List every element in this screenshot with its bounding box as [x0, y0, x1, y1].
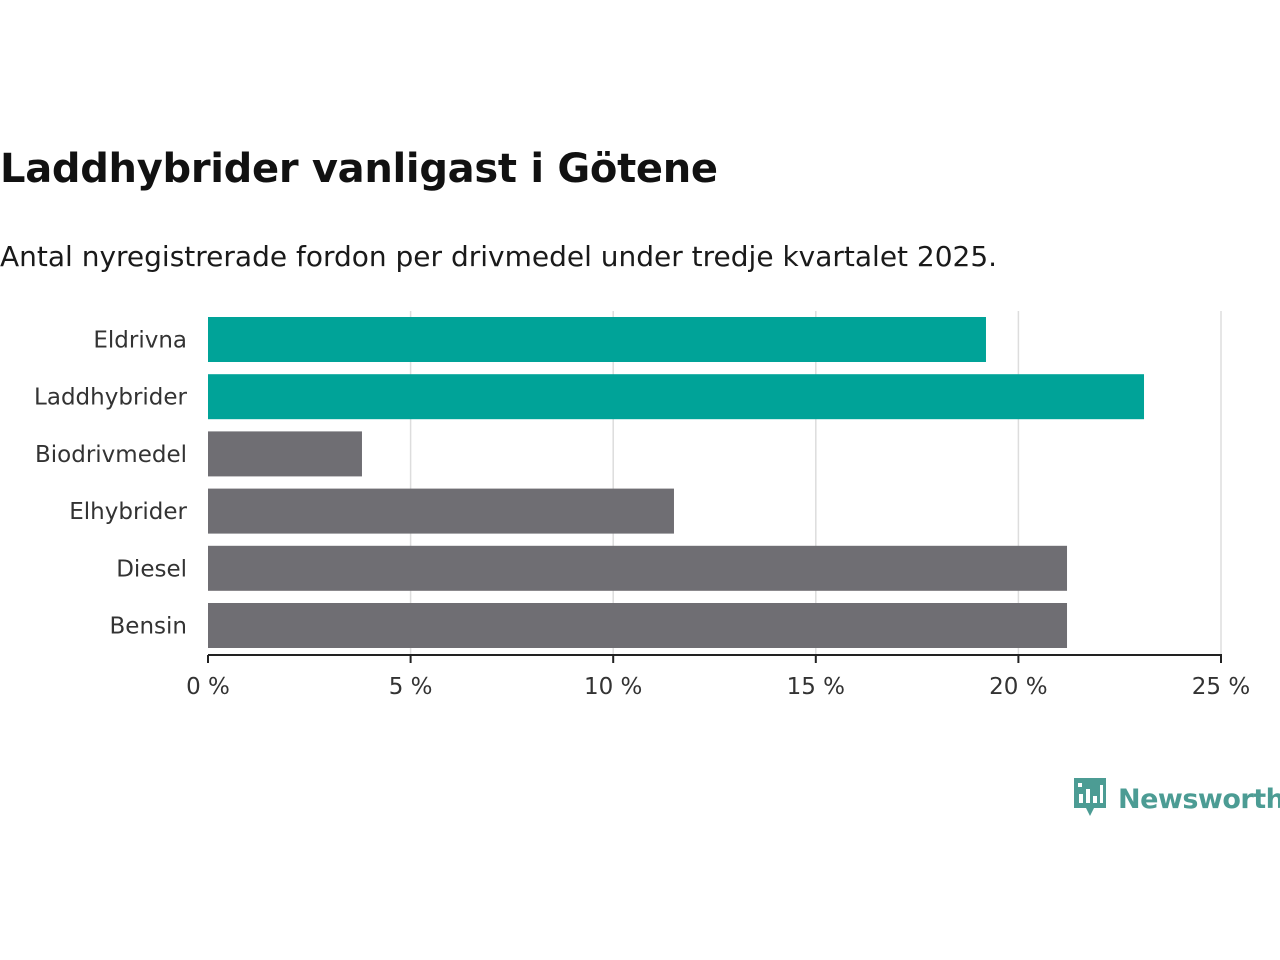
category-label: Laddhybrider: [34, 385, 187, 411]
bar-diesel: [208, 545, 1068, 591]
brand-name: Newsworthy: [1118, 783, 1280, 815]
x-tick-label: 0 %: [186, 674, 230, 700]
category-label: Bensin: [110, 614, 187, 640]
bar-eldrivna: [208, 317, 986, 362]
x-tick-label: 5 %: [389, 674, 433, 700]
chart-title: Laddhybrider vanligast i Götene: [0, 146, 718, 192]
chart-subtitle: Antal nyregistrerade fordon per drivmede…: [0, 240, 998, 273]
category-label: Elhybrider: [69, 499, 187, 525]
bar-laddhybrider: [208, 374, 1145, 420]
category-label: Eldrivna: [93, 328, 187, 354]
x-axis: 0 % 5 % 10 % 15 % 20 % 25 %: [186, 654, 1250, 700]
x-tick-label: 15 %: [787, 674, 845, 700]
bar-chart: 0 % 5 % 10 % 15 % 20 % 25 % Eldrivna Laddhybri…: [34, 311, 1250, 700]
newsworthy-logo-icon: [1072, 776, 1108, 822]
bar-bensin: [208, 603, 1068, 648]
bar-elhybrider: [208, 488, 674, 534]
x-tick-label: 20 %: [989, 674, 1047, 700]
newsworthy-logo: Newsworthy: [1072, 776, 1280, 822]
bars: [208, 317, 1145, 648]
bar-biodrivmedel: [208, 431, 362, 477]
gridlines: [409, 311, 1222, 655]
category-label: Biodrivmedel: [35, 442, 187, 468]
category-labels: Eldrivna Laddhybrider Biodrivmedel Elhybrid…: [34, 328, 187, 640]
category-label: Diesel: [116, 556, 187, 582]
x-tick-label: 25 %: [1192, 674, 1250, 700]
x-tick-label: 10 %: [584, 674, 642, 700]
